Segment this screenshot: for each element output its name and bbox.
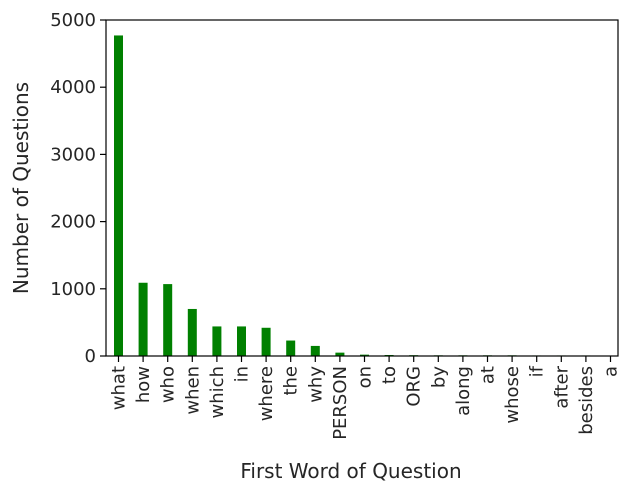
x-tick-label: by: [428, 366, 449, 388]
x-axis-ticks: what how who when which in where the why PERSON on…: [109, 356, 619, 440]
bar-on: [360, 354, 369, 356]
x-tick-label: ORG: [404, 366, 425, 407]
x-tick-label: when: [182, 366, 203, 415]
x-tick-label: a: [601, 366, 619, 377]
x-tick-label: if: [527, 365, 548, 377]
y-tick-label: 1000: [50, 279, 96, 300]
bar-why: [310, 345, 320, 356]
y-tick-label: 5000: [50, 10, 96, 31]
x-tick-label: besides: [576, 366, 597, 435]
x-tick-label: in: [232, 366, 253, 382]
y-axis-label: Number of Questions: [9, 82, 33, 294]
x-tick-label: where: [256, 366, 277, 421]
bar-what: [114, 35, 123, 357]
bar-how: [138, 282, 148, 356]
x-tick-label: to: [379, 366, 400, 384]
x-tick-label: who: [158, 366, 179, 403]
x-tick-label: at: [478, 366, 499, 384]
plot-frame: [105, 19, 619, 357]
bar-the: [286, 340, 296, 356]
x-tick-label: on: [355, 366, 376, 388]
y-tick-label: 4000: [50, 77, 96, 98]
x-tick-label: why: [305, 366, 326, 403]
bar-which: [212, 326, 222, 356]
bars: [114, 35, 615, 357]
x-tick-label: how: [133, 366, 154, 403]
y-tick-label: 0: [85, 346, 96, 367]
bar-in: [237, 326, 246, 356]
x-tick-label: after: [551, 365, 572, 408]
x-tick-label: which: [207, 366, 228, 418]
x-axis-label: First Word of Question: [240, 459, 461, 483]
y-tick-label: 3000: [50, 144, 96, 165]
x-tick-label: what: [109, 366, 130, 410]
bar-person: [335, 352, 345, 356]
y-axis-ticks: 0 1000 2000 3000 4000 5000: [50, 10, 106, 367]
x-tick-label: the: [281, 366, 302, 396]
bar-when: [187, 308, 197, 356]
bar-where: [261, 327, 271, 356]
bar-who: [163, 284, 173, 356]
x-tick-label: whose: [502, 366, 523, 424]
x-tick-label: PERSON: [330, 366, 351, 440]
x-tick-label: along: [453, 366, 474, 416]
y-tick-label: 2000: [50, 212, 96, 233]
